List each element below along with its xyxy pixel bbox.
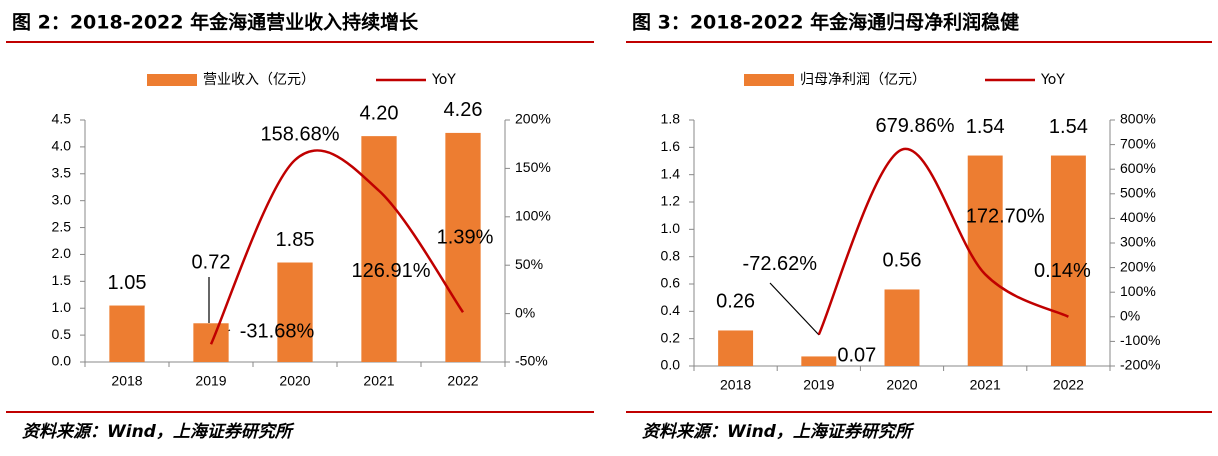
data-label: 1.05	[108, 272, 147, 294]
y-tick-label: 4.5	[52, 111, 72, 127]
legend-swatch	[147, 74, 197, 86]
y-tick-label: 4.0	[52, 138, 72, 154]
x-tick-label: 2018	[111, 373, 142, 389]
data-label: -72.62%	[743, 253, 818, 275]
y2-tick-label: 0%	[515, 304, 535, 320]
y-tick-label: 1.4	[661, 165, 681, 181]
data-label: 0.56	[883, 250, 922, 272]
x-tick-label: 2021	[363, 373, 394, 389]
y2-tick-label: -200%	[1120, 357, 1160, 373]
data-label: 126.91%	[352, 260, 431, 282]
chart-title: 图 3：2018-2022 年金海通归母净利润稳健	[632, 11, 1019, 34]
x-tick-label: 2019	[195, 373, 226, 389]
y2-tick-label: -50%	[515, 353, 548, 369]
data-label: 158.68%	[261, 123, 340, 145]
x-tick-label: 2018	[720, 377, 751, 393]
y-tick-label: 1.0	[661, 220, 681, 236]
legend-swatch	[744, 74, 794, 86]
y-tick-label: 1.2	[661, 193, 681, 209]
data-label: 4.20	[360, 102, 399, 124]
y2-tick-label: -100%	[1120, 332, 1160, 348]
y2-tick-label: 500%	[1120, 185, 1156, 201]
x-tick-label: 2022	[447, 373, 478, 389]
y-tick-label: 0.0	[52, 353, 72, 369]
y2-tick-label: 50%	[515, 256, 543, 272]
bar	[277, 262, 313, 362]
y-tick-label: 0.2	[661, 329, 681, 345]
data-label: 1.39%	[437, 227, 494, 249]
y2-tick-label: 200%	[515, 111, 551, 127]
y2-tick-label: 200%	[1120, 258, 1156, 274]
legend-label: YoY	[431, 72, 456, 88]
y-tick-label: 1.6	[661, 138, 681, 154]
y-tick-label: 0.0	[661, 357, 681, 373]
y-tick-label: 1.0	[52, 299, 72, 315]
x-tick-label: 2022	[1053, 377, 1084, 393]
y2-tick-label: 100%	[1120, 283, 1156, 299]
chart-title: 图 2：2018-2022 年金海通营业收入持续增长	[12, 11, 419, 34]
x-tick-label: 2020	[279, 373, 310, 389]
bar	[445, 132, 481, 362]
data-label: -31.68%	[240, 321, 315, 343]
legend-label: 营业收入（亿元）	[203, 72, 315, 88]
source: 资料来源：Wind，上海证券研究所	[642, 422, 915, 442]
y2-tick-label: 400%	[1120, 209, 1156, 225]
y2-tick-label: 150%	[515, 159, 551, 175]
data-label: 679.86%	[876, 115, 955, 137]
y-tick-label: 3.0	[52, 191, 72, 207]
y-tick-label: 0.5	[52, 326, 72, 342]
bar	[884, 289, 920, 366]
bar	[718, 330, 754, 366]
y-tick-label: 3.5	[52, 164, 72, 180]
data-label: 0.14%	[1034, 260, 1091, 282]
data-label: 0.72	[192, 252, 231, 274]
x-tick-label: 2021	[970, 377, 1001, 393]
y-tick-label: 1.8	[661, 111, 681, 127]
bar	[967, 155, 1003, 366]
y-tick-label: 1.5	[52, 272, 72, 288]
data-label: 1.54	[1049, 116, 1088, 138]
data-label: 1.85	[276, 229, 315, 251]
leader-line	[769, 282, 820, 336]
bar	[1050, 155, 1086, 366]
data-label: 0.07	[837, 345, 876, 367]
legend-label: 归母净利润（亿元）	[800, 71, 926, 88]
source: 资料来源：Wind，上海证券研究所	[22, 422, 295, 442]
yoy-line	[209, 149, 465, 345]
y-tick-label: 0.8	[661, 247, 681, 263]
bar	[801, 356, 837, 366]
legend-label: YoY	[1040, 72, 1065, 88]
y2-tick-label: 0%	[1120, 308, 1140, 324]
y2-tick-label: 300%	[1120, 234, 1156, 250]
bar	[361, 136, 397, 362]
y2-tick-label: 700%	[1120, 135, 1156, 151]
y-tick-label: 0.6	[661, 275, 681, 291]
data-label: 1.54	[966, 116, 1005, 138]
data-label: 0.26	[716, 291, 755, 313]
x-tick-label: 2020	[886, 377, 917, 393]
x-tick-label: 2019	[803, 377, 834, 393]
yoy-line	[817, 147, 1069, 336]
y2-tick-label: 800%	[1120, 111, 1156, 127]
y2-tick-label: 100%	[515, 208, 551, 224]
data-label: 4.26	[444, 99, 483, 121]
data-label: 172.70%	[966, 206, 1045, 228]
bar	[109, 305, 145, 362]
y-tick-label: 2.5	[52, 218, 72, 234]
y-tick-label: 2.0	[52, 245, 72, 261]
y2-tick-label: 600%	[1120, 160, 1156, 176]
y-tick-label: 0.4	[661, 302, 681, 318]
